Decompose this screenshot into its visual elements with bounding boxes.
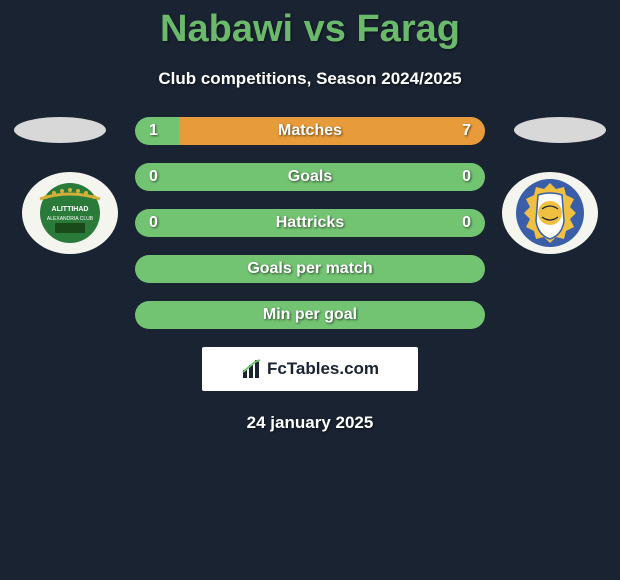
player-avatar-left — [14, 117, 106, 143]
stat-label: Goals per match — [247, 260, 372, 278]
stat-label: Matches — [278, 122, 342, 140]
stat-label: Goals — [288, 168, 332, 186]
chart-icon — [241, 358, 263, 380]
stat-value-right: 0 — [462, 168, 471, 186]
stat-label: Hattricks — [276, 214, 344, 232]
stat-row-min-per-goal: Min per goal — [135, 301, 485, 329]
stat-value-left: 0 — [149, 168, 158, 186]
stat-value-left: 0 — [149, 214, 158, 232]
stat-value-right: 0 — [462, 214, 471, 232]
stat-row-goals: 0 0 Goals — [135, 163, 485, 191]
comparison-area: ALITTIHAD ALEXANDRIA CLUB 1 7 Matches 0 0 Goa… — [0, 117, 620, 329]
stat-value-left: 1 — [149, 122, 158, 140]
date: 24 january 2025 — [0, 413, 620, 433]
stat-row-hattricks: 0 0 Hattricks — [135, 209, 485, 237]
svg-text:ALITTIHAD: ALITTIHAD — [52, 206, 89, 213]
logo-text: FcTables.com — [267, 359, 379, 379]
page-title: Nabawi vs Farag — [0, 0, 620, 51]
stat-row-matches: 1 7 Matches — [135, 117, 485, 145]
stat-row-goals-per-match: Goals per match — [135, 255, 485, 283]
subtitle: Club competitions, Season 2024/2025 — [0, 69, 620, 89]
stat-label: Min per goal — [263, 306, 357, 324]
fctables-logo: FcTables.com — [202, 347, 418, 391]
stat-bars: 1 7 Matches 0 0 Goals 0 0 Hattricks Goals per mat… — [135, 117, 485, 329]
player-avatar-right — [514, 117, 606, 143]
stat-value-right: 7 — [462, 122, 471, 140]
svg-text:ALEXANDRIA CLUB: ALEXANDRIA CLUB — [47, 216, 94, 222]
club-badge-right — [500, 171, 600, 256]
club-badge-left: ALITTIHAD ALEXANDRIA CLUB — [20, 171, 120, 256]
